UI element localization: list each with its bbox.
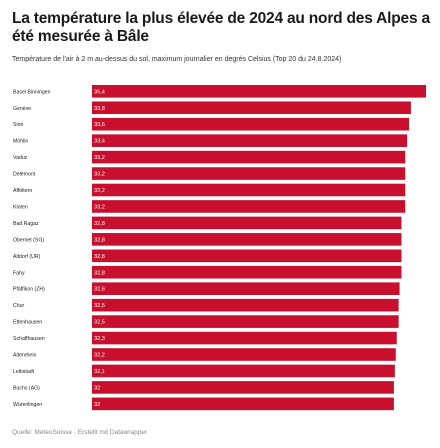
bar [92, 216, 402, 230]
bar [92, 381, 394, 394]
bar [92, 134, 408, 147]
value-label: 32,3 [94, 336, 105, 342]
bar [92, 315, 399, 328]
bar [92, 200, 406, 213]
value-label: 33,2 [94, 188, 105, 194]
value-label: 33,6 [94, 122, 105, 128]
category-label: Sion [13, 122, 23, 128]
category-label: Altdorf (UR) [13, 254, 41, 260]
bar [92, 397, 394, 411]
bar [92, 331, 397, 345]
bar [92, 364, 395, 378]
category-label: Leibstadt [13, 369, 35, 375]
category-label: Vaduz [13, 155, 28, 161]
value-label: 32,8 [94, 254, 105, 260]
category-label: Fahy [13, 270, 25, 276]
category-label: Kloten [13, 204, 28, 210]
category-label: Würenlingen [13, 402, 42, 408]
bar [92, 150, 406, 164]
category-label: Oberriet (SG) [13, 237, 44, 243]
bar [92, 348, 396, 361]
bar-chart: Basel Binningen 35,4 Genève 33,8 Sion 33,6 Möh… [13, 85, 426, 411]
value-label: 32,8 [94, 221, 105, 227]
chart-title: La température la plus élevée de 2024 au… [12, 10, 430, 45]
category-label: Bad Ragaz [13, 221, 39, 227]
bar [92, 282, 400, 295]
category-label: Chur [13, 303, 25, 309]
category-label: Genève [13, 106, 31, 112]
value-label: 33,2 [94, 155, 105, 161]
bar [92, 183, 406, 197]
value-label: 33,2 [94, 172, 105, 178]
value-label: 32 [94, 385, 100, 391]
source-note: Quelle: MeteoSuisse · Erstellt mit Dataw… [12, 429, 148, 436]
value-label: 32,8 [94, 270, 105, 276]
bar [92, 249, 402, 263]
category-label: Affoltern [13, 188, 32, 194]
bar [92, 117, 410, 131]
bar [92, 265, 402, 279]
value-label: 32,5 [94, 320, 105, 326]
value-label: 32,1 [94, 369, 105, 375]
value-label: 32,5 [94, 303, 105, 309]
value-label: 32,6 [94, 287, 105, 293]
value-label: 32,8 [94, 237, 105, 243]
bar [92, 167, 406, 180]
bar [92, 101, 411, 115]
category-label: Möhlin [13, 139, 28, 145]
value-label: 35,4 [94, 89, 105, 95]
value-label: 33,4 [94, 139, 105, 145]
category-label: Delémont [13, 172, 36, 178]
bar [92, 85, 426, 98]
chart-subtitle: Température de l'air à 2 m au-dessus du … [12, 56, 342, 63]
value-label: 32 [94, 402, 100, 408]
value-label: 33,2 [94, 204, 105, 210]
category-label: Buchs (AG) [13, 385, 40, 391]
value-label: 33,8 [94, 106, 105, 112]
category-label: Ettenhausen [13, 320, 42, 326]
category-label: Basel Binningen [13, 89, 51, 95]
category-label: Schaffhausen [13, 336, 45, 342]
category-label: Pfäffikon (ZH) [13, 287, 45, 293]
value-label: 32,2 [94, 353, 105, 359]
bar [92, 233, 402, 246]
category-label: Altenrhein [13, 353, 36, 359]
bar [92, 298, 399, 312]
